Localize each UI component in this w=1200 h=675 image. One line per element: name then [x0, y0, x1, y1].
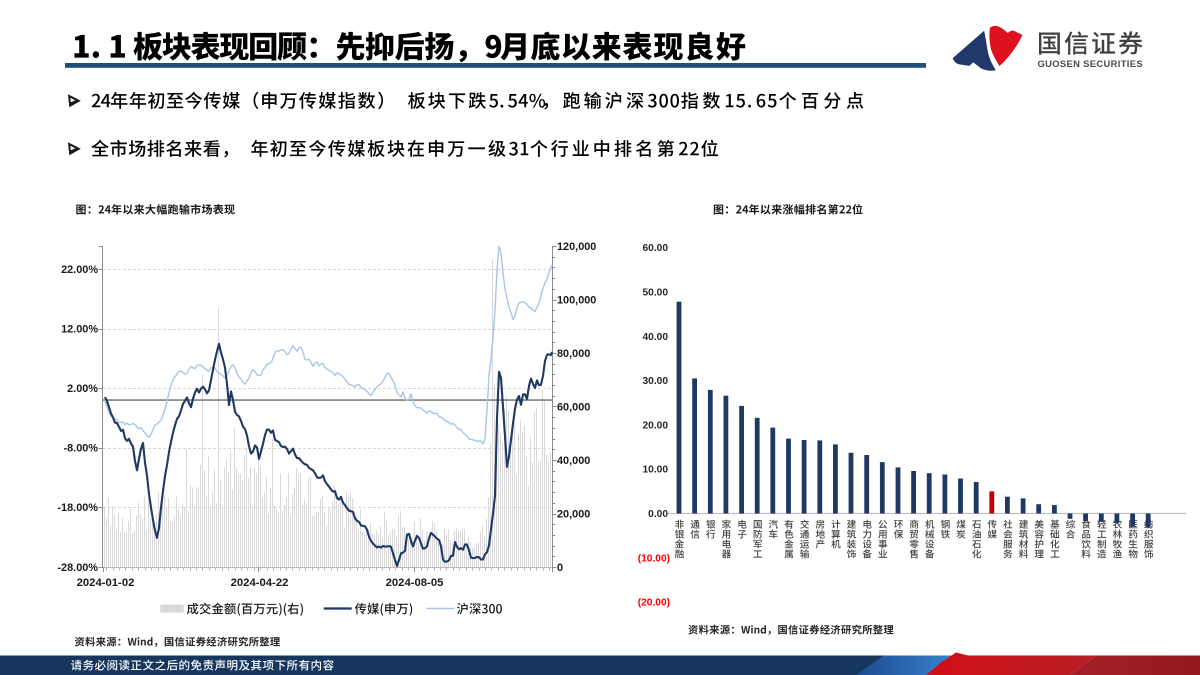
svg-text:12.00%: 12.00% — [61, 323, 98, 335]
svg-text:-28.00%: -28.00% — [57, 562, 98, 574]
svg-text:50.00: 50.00 — [643, 288, 669, 299]
svg-text:22.00%: 22.00% — [61, 264, 98, 276]
svg-text:60.00: 60.00 — [643, 243, 669, 254]
svg-text:20.00: 20.00 — [643, 420, 669, 431]
svg-text:60,000: 60,000 — [557, 401, 590, 413]
svg-text:80,000: 80,000 — [557, 348, 590, 360]
svg-text:30.00: 30.00 — [643, 376, 669, 387]
svg-text:-18.00%: -18.00% — [57, 502, 98, 514]
svg-text:-8.00%: -8.00% — [63, 443, 98, 455]
svg-text:(20.00): (20.00) — [638, 598, 670, 609]
svg-text:100,000: 100,000 — [557, 294, 596, 306]
svg-text:2024-04-22: 2024-04-22 — [231, 577, 289, 589]
svg-text:2.00%: 2.00% — [67, 383, 98, 395]
svg-text:2024-08-05: 2024-08-05 — [386, 577, 444, 589]
svg-text:GUOSEN SECURITIES: GUOSEN SECURITIES — [1038, 58, 1143, 69]
svg-text:0.00: 0.00 — [648, 509, 668, 520]
svg-text:20,000: 20,000 — [557, 508, 590, 520]
svg-text:40,000: 40,000 — [557, 455, 590, 467]
svg-text:(10.00): (10.00) — [638, 553, 670, 564]
svg-text:0: 0 — [557, 562, 563, 574]
svg-text:40.00: 40.00 — [643, 332, 669, 343]
svg-text:120,000: 120,000 — [557, 241, 596, 253]
svg-text:10.00: 10.00 — [643, 465, 669, 476]
svg-text:2024-01-02: 2024-01-02 — [77, 577, 135, 589]
